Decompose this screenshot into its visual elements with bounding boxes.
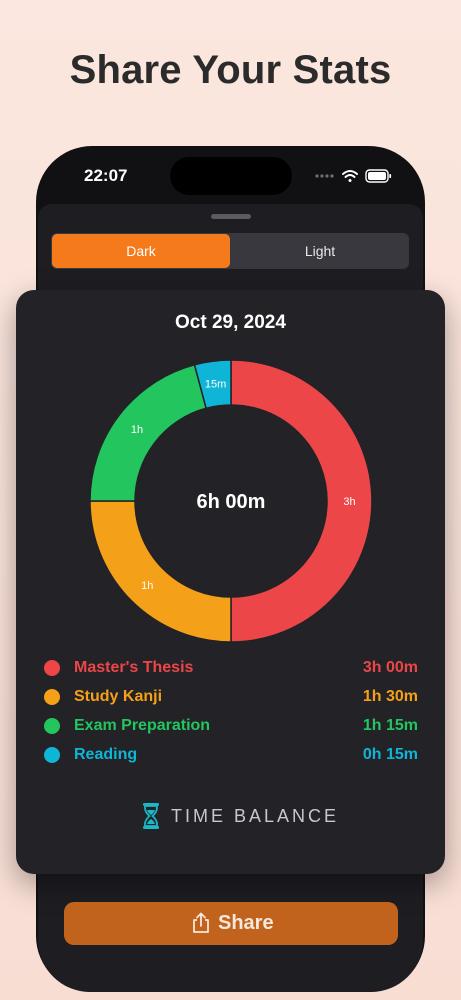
donut-slice-2	[89, 363, 208, 502]
brand-name: TIME BALANCE	[171, 806, 340, 826]
share-button[interactable]: Share	[64, 902, 398, 945]
donut-slice-0	[230, 359, 373, 643]
legend-row: Exam Preparation 1h 15m	[44, 714, 418, 738]
legend-label: Study Kanji	[74, 688, 163, 705]
sheet-grabber[interactable]	[211, 214, 251, 219]
card-date: Oct 29, 2024	[175, 312, 286, 333]
donut-slice-1	[89, 500, 232, 643]
donut-slice-3	[193, 359, 232, 410]
legend-label: Master's Thesis	[74, 659, 194, 676]
legend-value: 0h 15m	[362, 746, 418, 763]
signal-icon	[315, 174, 334, 178]
legend-dot	[44, 689, 60, 705]
legend-dot	[44, 747, 60, 763]
theme-option-light[interactable]: Light	[304, 243, 336, 259]
legend-label: Exam Preparation	[74, 717, 211, 734]
dynamic-island	[170, 157, 292, 195]
legend-value: 3h 00m	[362, 659, 418, 676]
hourglass-icon	[143, 803, 159, 829]
legend-row: Reading 0h 15m	[44, 743, 418, 767]
battery-icon	[365, 169, 392, 183]
donut-chart: 3h 1h 1h 15m 6h 00m	[89, 359, 373, 643]
status-icons	[315, 169, 392, 183]
theme-option-dark[interactable]: Dark	[52, 234, 230, 268]
donut-slice-label: 15m	[205, 379, 226, 391]
donut-slice-label: 3h	[343, 496, 355, 508]
share-icon	[193, 912, 209, 933]
legend-label: Reading	[74, 746, 138, 763]
donut-slice-label: 1h	[141, 580, 153, 592]
donut-center-total: 6h 00m	[197, 491, 266, 513]
legend-dot	[44, 660, 60, 676]
headline: Share Your Stats	[69, 48, 392, 92]
legend-dot	[44, 718, 60, 734]
legend-value: 1h 15m	[362, 717, 418, 734]
theme-toggle: Dark Light	[51, 233, 409, 269]
legend-row: Study Kanji 1h 30m	[44, 685, 418, 709]
legend-value: 1h 30m	[362, 688, 418, 705]
legend-row: Master's Thesis 3h 00m	[44, 656, 418, 680]
wifi-icon	[342, 170, 358, 182]
status-time: 22:07	[84, 166, 128, 185]
donut-slice-label: 1h	[131, 424, 143, 436]
share-label: Share	[218, 912, 274, 934]
